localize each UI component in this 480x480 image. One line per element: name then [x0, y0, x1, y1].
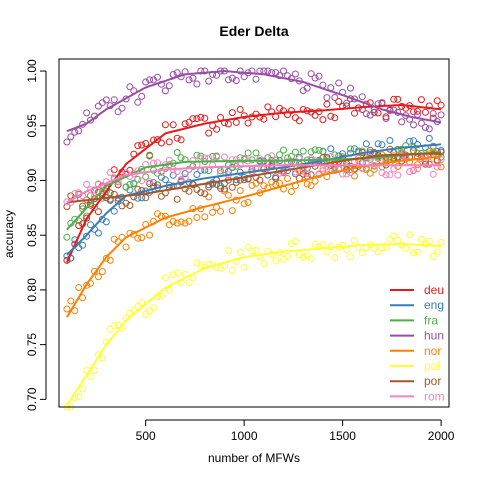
- y-tick-label: 0.95: [25, 114, 39, 138]
- y-tick-label: 1.00: [25, 59, 39, 83]
- y-tick-label: 0.90: [25, 168, 39, 192]
- x-tick-label: 1500: [329, 429, 356, 443]
- legend-label-nor: nor: [424, 344, 441, 358]
- y-tick-label: 0.85: [25, 223, 39, 247]
- legend-label-rom: rom: [424, 389, 445, 403]
- legend-label-deu: deu: [424, 283, 444, 297]
- x-tick-label: 1000: [231, 429, 258, 443]
- legend-label-fra: fra: [424, 313, 438, 327]
- x-tick-label: 500: [136, 429, 156, 443]
- legend-label-hun: hun: [424, 329, 444, 343]
- y-tick-label: 0.70: [25, 387, 39, 411]
- legend-label-por: por: [424, 374, 441, 388]
- y-tick-label: 0.75: [25, 333, 39, 357]
- x-tick-label: 2000: [428, 429, 455, 443]
- legend-label-pol: pol: [424, 359, 440, 373]
- y-axis-label: accuracy: [2, 210, 16, 258]
- chart-title: Eder Delta: [219, 23, 288, 39]
- legend-label-eng: eng: [424, 298, 444, 312]
- x-axis-label: number of MFWs: [208, 451, 300, 465]
- y-tick-label: 0.80: [25, 278, 39, 302]
